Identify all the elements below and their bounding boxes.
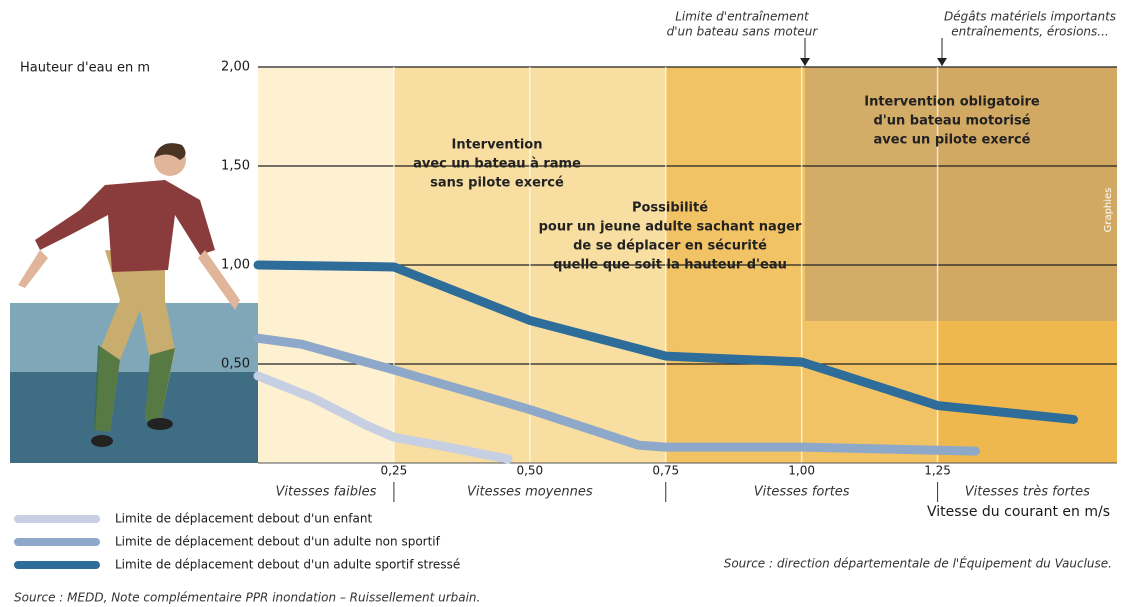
annotation: Intervention obligatoire [864,95,1040,110]
arrow-head [800,58,810,66]
annotation: avec un pilote exercé [874,133,1031,148]
danger-zone [805,67,1117,321]
legend-label: Limite de déplacement debout d'un enfant [115,512,372,526]
x-tick-label: 1,25 [924,464,951,478]
annotation: Dégâts matériels importants [944,10,1116,24]
speed-class-label: Vitesses moyennes [467,485,593,500]
annotation: Limite d'entraînement [675,10,810,24]
source-bottom: Source : MEDD, Note complémentaire PPR i… [14,591,480,605]
credit: Graphies [1103,188,1114,233]
speed-class-label: Vitesses très fortes [965,485,1090,500]
y-tick-label: 1,50 [221,159,250,174]
annotation: d'un bateau motorisé [873,114,1030,129]
speed-class-label: Vitesses faibles [276,485,377,500]
source-right: Source : direction départementale de l'É… [724,556,1112,571]
series-line [253,371,513,464]
shoe [91,435,113,447]
x-axis-title: Vitesse du courant en m/s [927,504,1110,520]
series-line [253,333,981,456]
annotation: pour un jeune adulte sachant nager [539,220,802,235]
x-tick-label: 0,75 [652,464,679,478]
arrow-head [937,58,947,66]
shirt [35,180,215,272]
arms [18,250,240,310]
annotation: Intervention [452,138,543,153]
annotation: d'un bateau sans moteur [667,25,819,39]
speed-class-label: Vitesses fortes [754,485,850,500]
water-depth [10,372,258,463]
illustration [10,143,258,463]
annotation: de se déplacer en sécurité [573,239,767,254]
x-tick-label: 0,50 [516,464,543,478]
wet-legs [94,345,175,432]
x-tick-label: 0,25 [381,464,408,478]
y-tick-label: 0,50 [221,357,250,372]
y-tick-label: 1,00 [221,258,250,273]
legend-label: Limite de déplacement debout d'un adulte… [115,558,460,572]
annotation: Possibilité [632,201,708,216]
annotation: avec un bateau à rame [413,157,581,172]
y-axis-title: Hauteur d'eau en m [20,61,150,76]
legend-label: Limite de déplacement debout d'un adulte… [115,535,441,549]
shoe [147,418,173,430]
labels: Vitesses faibles Vitesses moyennes Vitesse… [14,10,1116,572]
series [253,260,1079,464]
annotation: entraînements, érosions... [951,25,1108,39]
series-line [253,260,1079,424]
annotation: quelle que soit la hauteur d'eau [553,258,787,273]
annotation: sans pilote exercé [430,176,564,191]
x-tick-label: 1,00 [788,464,815,478]
hair [154,143,186,160]
y-tick-label: 2,00 [221,60,250,75]
